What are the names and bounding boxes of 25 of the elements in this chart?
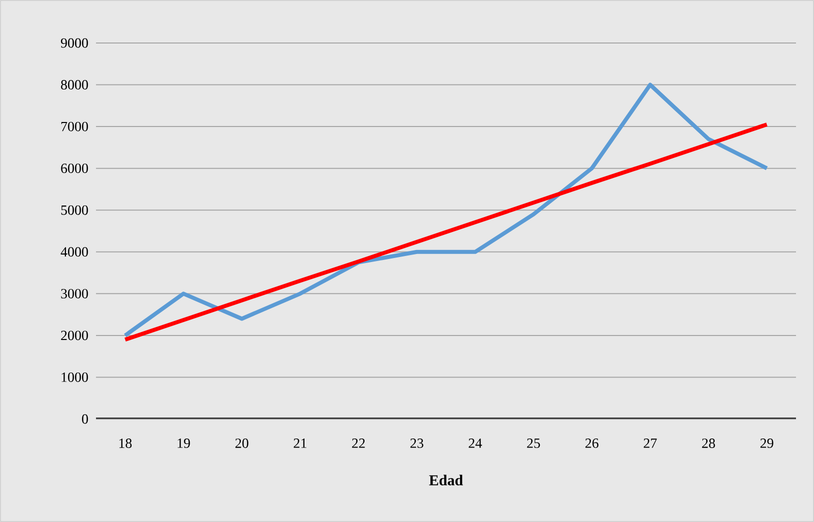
- y-tick-label: 5000: [61, 205, 88, 215]
- x-tick-label: 26: [585, 438, 598, 448]
- x-tick-label: 19: [178, 438, 190, 448]
- x-tick-label: 23: [410, 438, 424, 448]
- y-tick-label: 8000: [61, 80, 88, 90]
- y-tick-label: 0: [82, 414, 88, 424]
- y-tick-label: 6000: [61, 164, 88, 174]
- x-tick-label: 22: [352, 438, 365, 448]
- line-series: [123, 82, 769, 338]
- x-tick-label: 18: [119, 438, 132, 448]
- y-tick-label: 4000: [60, 247, 88, 257]
- y-tick-label: 9000: [60, 38, 88, 48]
- y-tick-label: 3000: [61, 288, 88, 298]
- x-tick-label: 27: [644, 438, 657, 448]
- y-tick-label: 1000: [62, 372, 88, 382]
- y-tick-label: 2000: [61, 330, 88, 340]
- x-tick-label: 21: [294, 438, 306, 448]
- x-tick-label: 25: [527, 438, 540, 448]
- x-tick-label: 28: [702, 438, 715, 448]
- y-tick-label: 7000: [61, 122, 88, 132]
- x-tick-label: 24: [468, 438, 482, 448]
- x-axis-title: Edad: [429, 474, 463, 486]
- x-tick-label: 20: [235, 438, 248, 448]
- x-tick-label: 29: [760, 438, 774, 448]
- line-series: [123, 122, 769, 342]
